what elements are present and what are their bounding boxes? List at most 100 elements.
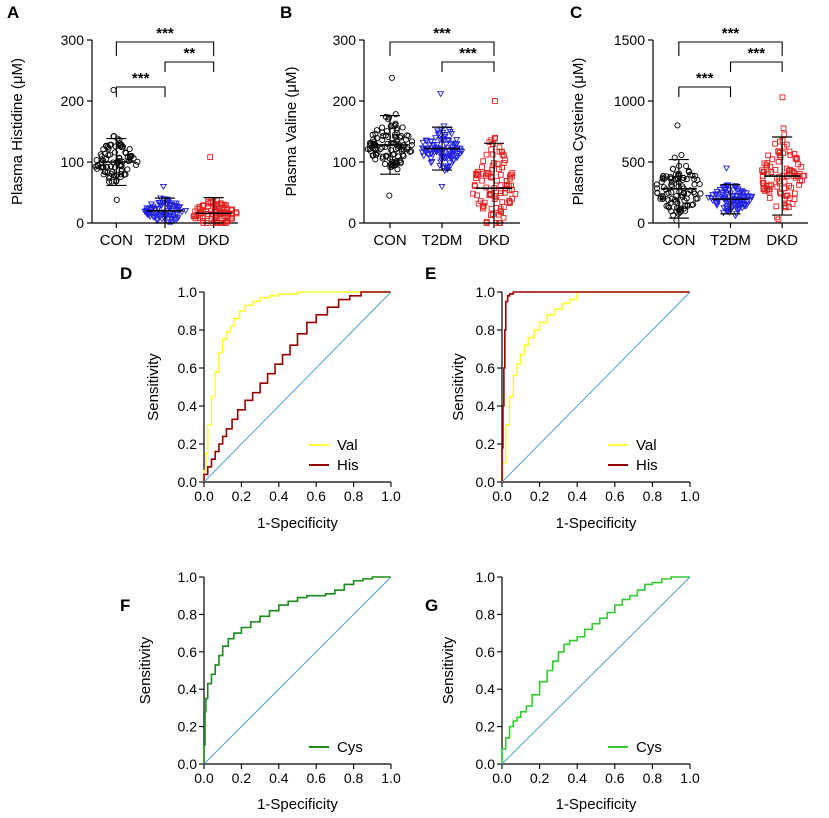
data-point [502, 157, 508, 163]
y-tick-label: 0.0 [476, 756, 496, 772]
data-point [393, 129, 400, 137]
data-point [229, 215, 236, 221]
data-point [446, 163, 454, 170]
data-point [404, 146, 411, 153]
group-CON [92, 86, 141, 203]
data-point [420, 153, 428, 160]
data-point [678, 151, 685, 159]
significance-label: *** [459, 45, 477, 62]
category-label: DKD [198, 232, 230, 249]
x-tick-label: 1.0 [381, 770, 401, 786]
y-tick-label: 1000 [614, 93, 645, 109]
data-point [386, 114, 393, 121]
panel-label-G: G [425, 596, 438, 615]
data-point [724, 197, 732, 204]
category-label: CON [662, 232, 695, 249]
data-point [117, 174, 124, 181]
x-tick-label: 1.0 [680, 770, 700, 786]
y-tick-label: 0.2 [476, 719, 496, 735]
data-point [393, 133, 400, 140]
x-tick-label: 1.0 [680, 488, 700, 504]
data-point [730, 202, 739, 209]
data-point [674, 122, 681, 129]
group-T2DM [141, 183, 190, 226]
data-point [200, 203, 207, 209]
y-axis-label: Sensitivity [450, 353, 467, 421]
data-point [480, 170, 487, 177]
legend-label: Cys [636, 739, 662, 756]
data-point [684, 202, 691, 209]
significance-bracket [441, 61, 495, 72]
data-point [379, 124, 386, 131]
data-point [372, 130, 379, 137]
data-point [408, 138, 416, 145]
data-point [479, 177, 485, 184]
data-point [207, 154, 213, 160]
data-point [500, 160, 507, 166]
x-tick-label: 0.2 [232, 488, 252, 504]
category-label: T2DM [422, 232, 463, 249]
data-point [159, 209, 167, 216]
data-point [773, 203, 780, 210]
data-point [124, 166, 131, 173]
x-tick-label: 0.8 [643, 488, 663, 504]
data-point [427, 138, 435, 145]
data-point [440, 123, 448, 130]
data-point [734, 186, 742, 193]
data-point [760, 185, 767, 192]
data-point [379, 153, 386, 160]
data-point [427, 155, 435, 162]
data-point [779, 94, 786, 101]
dotplot-panel-B: B 0 100 200 300 CON T2DM DKD Plasma Valine (μM) *… [280, 3, 520, 249]
data-point [793, 154, 800, 161]
data-point [453, 137, 461, 144]
y-tick-label: 300 [333, 32, 357, 48]
data-point [492, 134, 498, 141]
roc-curve-his [501, 291, 690, 482]
data-point [127, 153, 134, 160]
data-point [787, 152, 794, 158]
data-point [697, 190, 704, 197]
data-point [748, 194, 756, 201]
data-point [683, 195, 690, 202]
legend-label: Val [636, 437, 657, 454]
data-point [786, 195, 793, 202]
data-point [169, 206, 177, 213]
data-point [154, 217, 162, 224]
data-point [480, 158, 487, 164]
data-point [759, 177, 766, 184]
data-point [792, 155, 799, 162]
data-point [190, 213, 197, 219]
significance-bracket [164, 61, 215, 72]
data-point [386, 192, 393, 199]
data-point [397, 158, 404, 165]
data-point [453, 152, 461, 160]
data-point [419, 139, 427, 147]
data-point [709, 192, 717, 199]
roc-curve-his [203, 291, 391, 482]
data-point [383, 152, 390, 159]
data-point [767, 163, 774, 170]
data-point [426, 142, 434, 149]
data-point [796, 182, 802, 188]
data-point [740, 203, 749, 210]
x-tick-label: 0.4 [269, 488, 289, 504]
data-point [740, 193, 748, 201]
panel-label-B: B [280, 3, 292, 22]
roc-curve-diagonal [203, 291, 392, 483]
data-point [743, 190, 751, 197]
y-tick-label: 0.8 [476, 322, 496, 338]
data-point [427, 151, 436, 158]
data-point [174, 204, 182, 211]
data-point [775, 148, 782, 155]
data-point [503, 178, 510, 184]
group-DKD [759, 94, 808, 223]
y-tick-label: 300 [61, 32, 85, 48]
data-point [146, 213, 154, 221]
significance-bracket [678, 41, 783, 56]
data-point [122, 171, 129, 178]
roc-panel-G: G 0.0 0.2 0.4 0.6 0.8 1.0 0.0 0.2 0.4 0.6 0.8 1.0 1-S… [425, 569, 700, 813]
y-tick-label: 1.0 [476, 284, 496, 300]
data-point [492, 98, 498, 104]
